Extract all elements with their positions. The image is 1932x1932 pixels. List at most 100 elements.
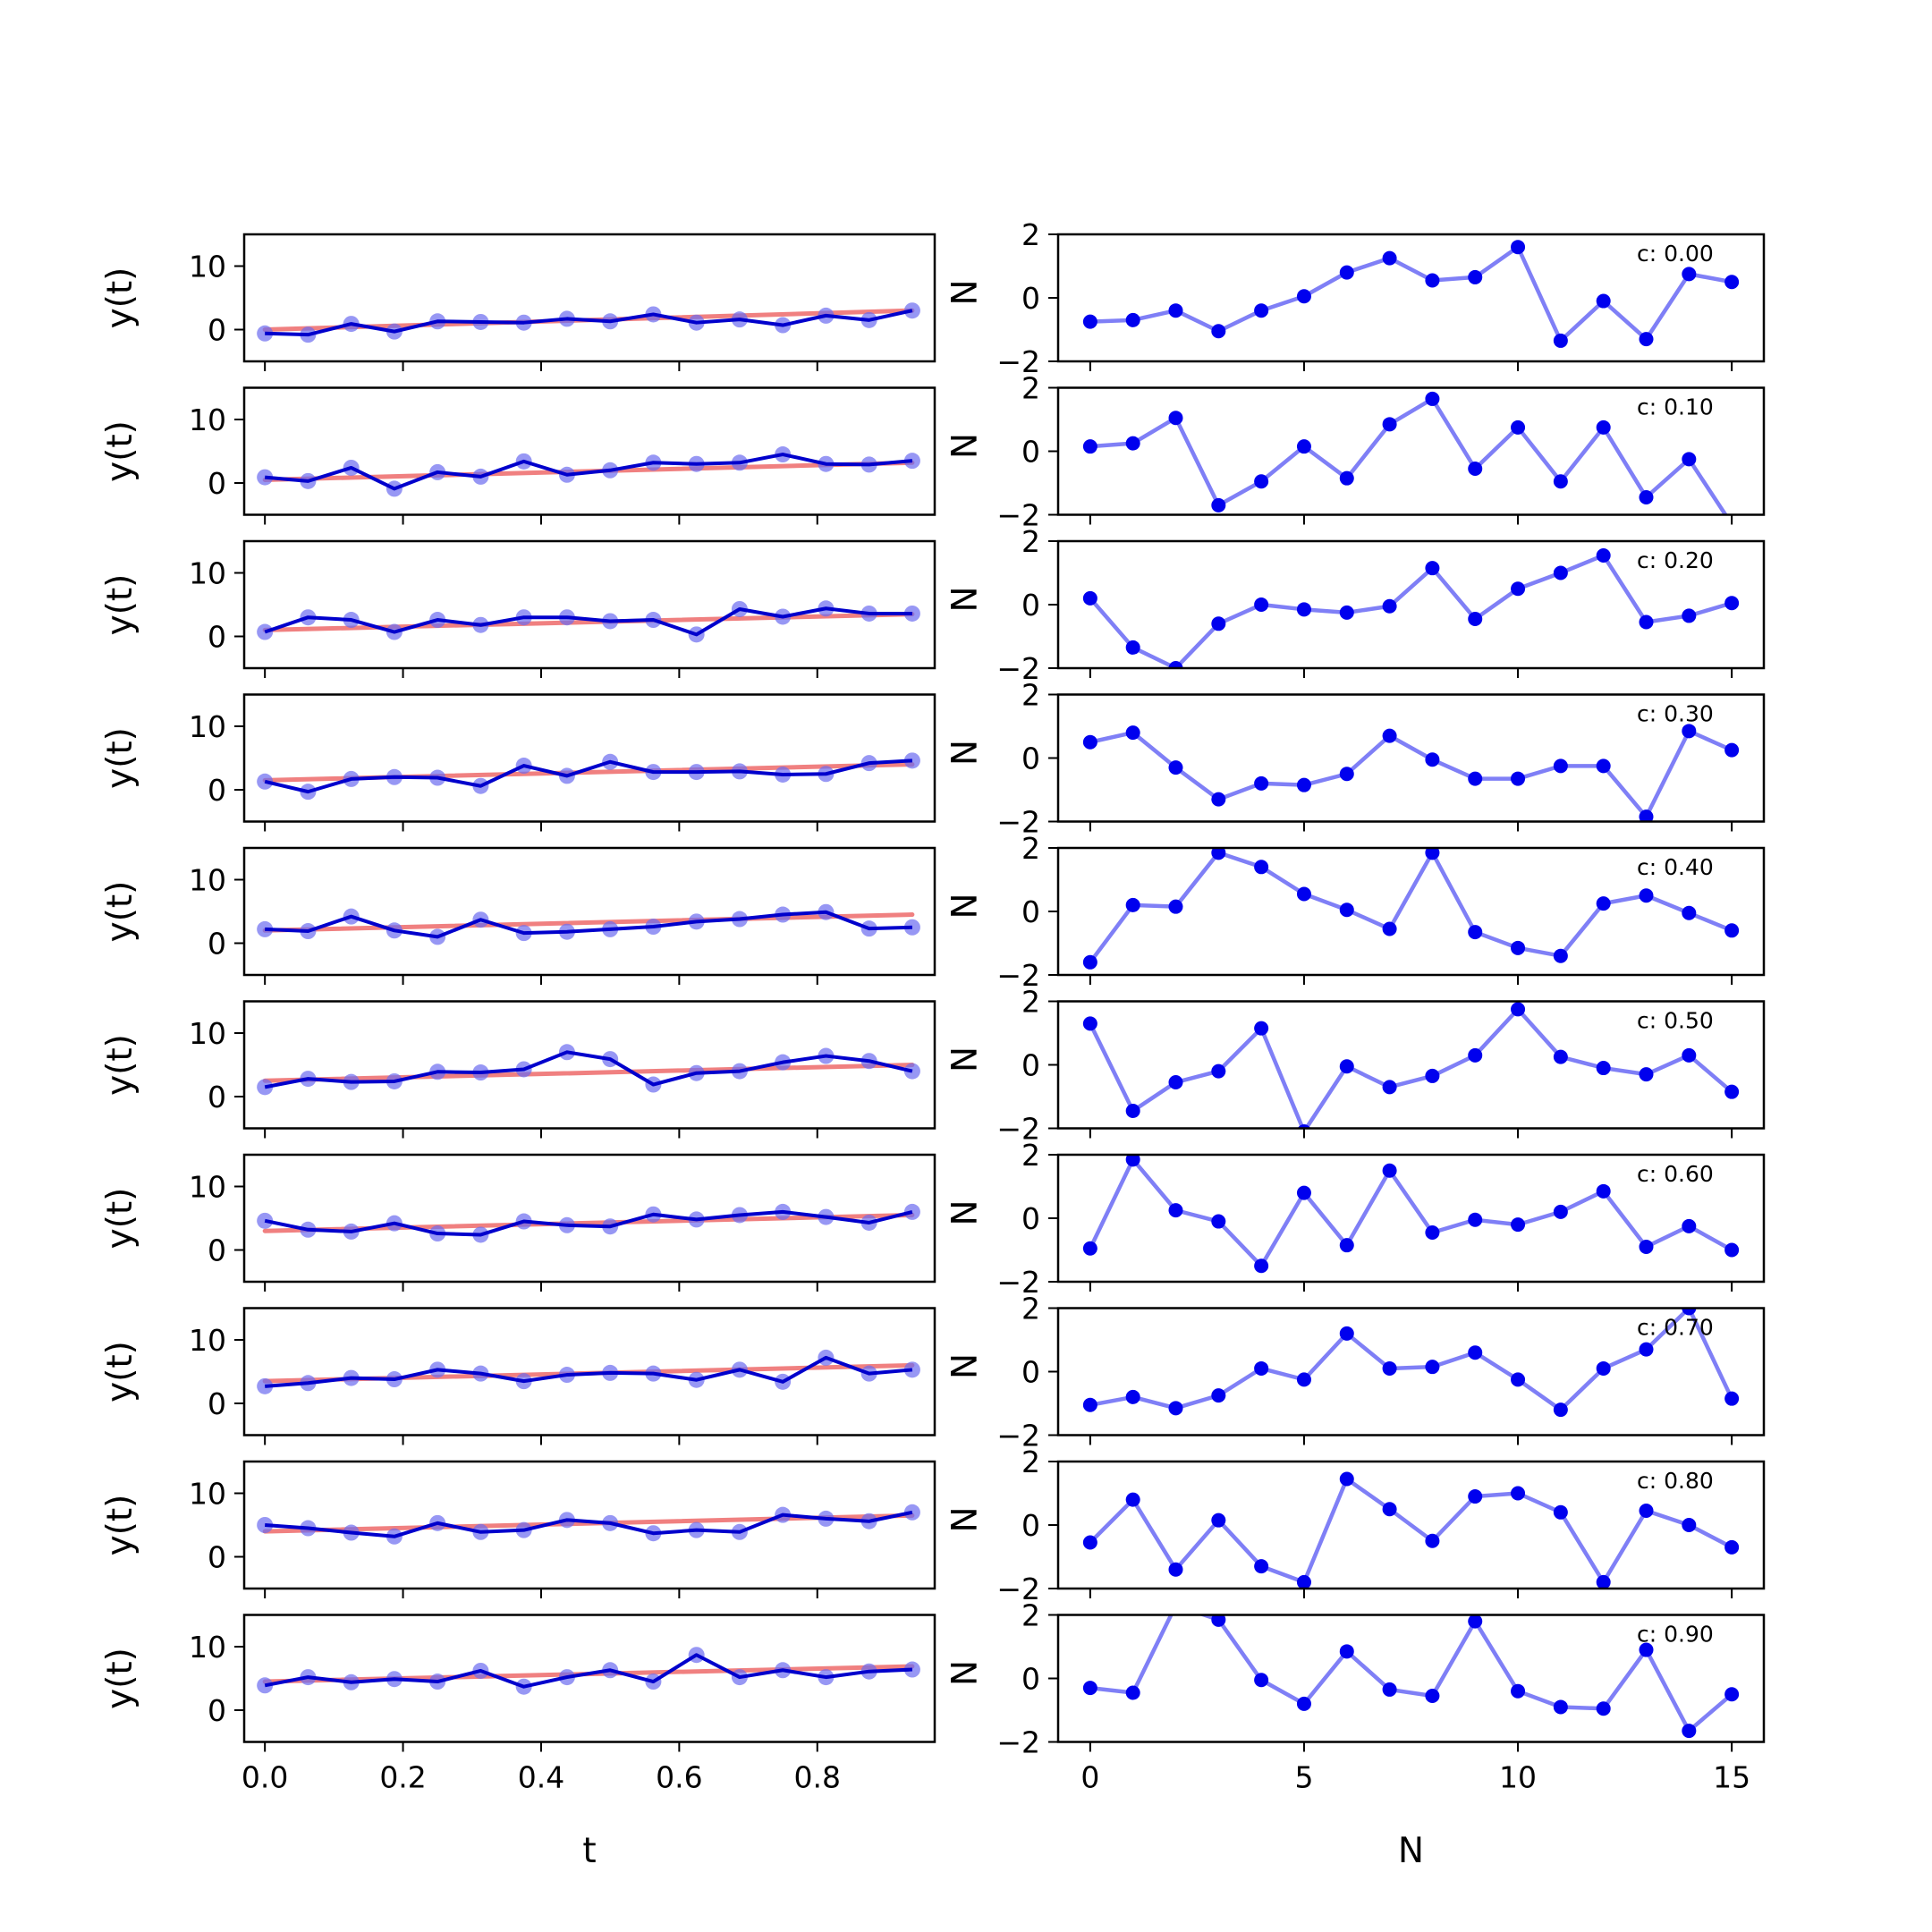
x-tick-label: 0.0	[242, 1760, 288, 1795]
data-point	[1211, 848, 1226, 860]
data-point	[1596, 547, 1611, 563]
panel-annotation: c: 0.90	[1637, 1622, 1714, 1648]
data-point	[1724, 1242, 1740, 1258]
data-point	[1682, 1047, 1697, 1063]
panel-annotation: c: 0.40	[1637, 854, 1714, 880]
data-point	[1211, 1614, 1226, 1627]
y-tick-label: 0	[1021, 1048, 1040, 1083]
right-panel-7: −2 0 2 c: 0.70	[996, 1292, 1766, 1453]
y-tick-label: 10	[189, 402, 226, 437]
data-point	[1382, 1080, 1397, 1095]
data-point	[1425, 1689, 1440, 1704]
data-point	[1296, 289, 1311, 304]
right-plot-area-8	[1082, 1471, 1740, 1589]
data-point	[1254, 597, 1269, 612]
data-point	[1382, 417, 1397, 432]
panel-annotation: c: 0.20	[1637, 547, 1714, 573]
data-point	[1339, 1326, 1354, 1341]
data-point	[1639, 888, 1654, 903]
panel-annotation: c: 0.50	[1637, 1008, 1714, 1034]
data-point	[1168, 303, 1183, 318]
y-tick-label: 0	[1021, 894, 1040, 929]
y-axis-label: y(t)	[100, 574, 140, 636]
data-point	[1382, 1502, 1397, 1517]
left-frame	[242, 1153, 936, 1284]
data-point	[1382, 1360, 1397, 1376]
data-point	[1511, 1486, 1526, 1501]
panel-annotation: c: 0.60	[1637, 1161, 1714, 1187]
data-point	[1639, 1342, 1654, 1357]
left-plot-area-4	[257, 903, 920, 945]
data-point	[1724, 742, 1740, 758]
left-panel-4: 0 10 y(t) N	[100, 846, 982, 985]
data-point	[1511, 581, 1526, 597]
left-frame	[242, 1000, 936, 1130]
data-point	[1211, 1214, 1226, 1229]
y-tick-label: 10	[189, 1630, 226, 1665]
x-tick-label: 0	[1080, 1760, 1099, 1795]
data-point	[1339, 1059, 1354, 1074]
data-point	[1511, 771, 1526, 786]
data-point	[1425, 848, 1440, 860]
y-tick-label: 0	[208, 1693, 226, 1728]
x-axis-label-n: N	[1398, 1831, 1424, 1871]
data-point	[1468, 1047, 1483, 1063]
data-point	[1211, 1063, 1226, 1079]
data-point	[1468, 925, 1483, 940]
data-point	[1082, 954, 1097, 970]
y-tick-label: −2	[996, 958, 1040, 993]
y-tick-label: 0	[208, 1386, 226, 1421]
left-frame	[242, 539, 936, 670]
series-line	[264, 1209, 913, 1237]
data-point	[1468, 1614, 1483, 1629]
y-tick-label: −2	[996, 1725, 1040, 1760]
data-point	[1468, 1212, 1483, 1227]
data-point	[1082, 439, 1097, 454]
left-panel-9: 0 10 0.0 0.2 0.4 0.6 0.8 y(t) N	[100, 1614, 982, 1795]
left-panel-3: 0 10 y(t) N	[100, 693, 982, 832]
data-point	[1682, 267, 1697, 282]
left-panel-6: 0 10 y(t) N	[100, 1153, 982, 1292]
left-plot-area-8	[257, 1504, 920, 1545]
y-axis-label: y(t)	[100, 1341, 140, 1402]
n-axis-label: N	[942, 1506, 982, 1532]
data-point	[1553, 758, 1568, 774]
y-tick-label: 0	[208, 773, 226, 808]
x-tick-label: 5	[1294, 1760, 1313, 1795]
series-line	[1089, 396, 1728, 515]
y-tick-label: 2	[1021, 831, 1040, 866]
x-tick-label: 15	[1713, 1760, 1750, 1795]
y-tick-label: 10	[189, 1477, 226, 1512]
data-point	[1682, 1308, 1697, 1316]
y-tick-label: −2	[996, 498, 1040, 533]
data-point	[1082, 734, 1097, 750]
series-line	[1089, 1308, 1734, 1412]
left-plot-area-0	[257, 302, 920, 343]
data-point	[1425, 273, 1440, 288]
data-point	[1596, 1061, 1611, 1076]
n-axis-label: N	[942, 1353, 982, 1379]
left-plot-area-1	[257, 446, 920, 497]
data-point	[1125, 1389, 1140, 1404]
data-point	[1296, 1185, 1311, 1200]
n-axis-label: N	[942, 279, 982, 305]
data-point	[1639, 614, 1654, 630]
y-tick-label: 10	[189, 250, 226, 284]
data-point	[1553, 948, 1568, 963]
y-tick-label: 10	[189, 709, 226, 744]
subplots: 0 10 y(t) N −2 0 2 c: 0.00 0 10 y(t) N −2 0 2 c: 0.10 0 1…	[100, 217, 1766, 1871]
left-panel-7: 0 10 y(t) N	[100, 1307, 982, 1445]
data-point	[1425, 1224, 1440, 1240]
data-point	[1339, 1471, 1354, 1487]
data-point	[1082, 1241, 1097, 1256]
left-frame	[242, 1614, 936, 1743]
data-point	[1639, 1504, 1654, 1519]
data-point	[1168, 661, 1183, 668]
left-frame	[242, 1460, 936, 1590]
data-point	[1125, 1155, 1140, 1167]
right-panel-6: −2 0 2 c: 0.60	[996, 1138, 1766, 1300]
data-point	[1425, 1068, 1440, 1083]
right-panel-3: −2 0 2 c: 0.30	[996, 678, 1766, 840]
data-point	[1125, 1103, 1140, 1118]
